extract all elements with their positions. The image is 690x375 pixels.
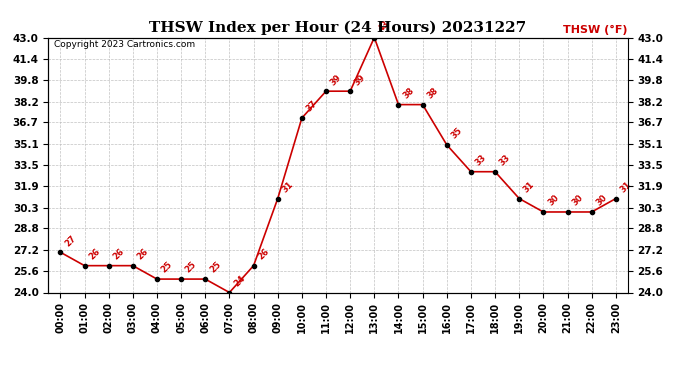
Text: 26: 26 <box>136 247 150 261</box>
Text: 35: 35 <box>450 126 464 141</box>
Title: THSW Index per Hour (24 Hours) 20231227: THSW Index per Hour (24 Hours) 20231227 <box>150 21 526 35</box>
Text: 31: 31 <box>619 180 633 194</box>
Text: 25: 25 <box>184 260 199 275</box>
Text: 37: 37 <box>305 99 319 114</box>
Text: 26: 26 <box>88 247 102 261</box>
Text: 30: 30 <box>546 193 561 208</box>
Text: 30: 30 <box>571 193 585 208</box>
Text: 24: 24 <box>233 274 247 288</box>
Text: 38: 38 <box>426 86 440 100</box>
Text: 43: 43 <box>377 19 392 33</box>
Text: 39: 39 <box>329 72 344 87</box>
Text: 30: 30 <box>595 193 609 208</box>
Text: 39: 39 <box>353 72 368 87</box>
Text: 26: 26 <box>112 247 126 261</box>
Text: 27: 27 <box>63 234 78 248</box>
Text: Copyright 2023 Cartronics.com: Copyright 2023 Cartronics.com <box>54 40 195 49</box>
Text: 33: 33 <box>474 153 489 168</box>
Text: 25: 25 <box>160 260 175 275</box>
Text: 25: 25 <box>208 260 223 275</box>
Text: 33: 33 <box>498 153 513 168</box>
Text: 26: 26 <box>257 247 271 261</box>
Text: 31: 31 <box>522 180 537 194</box>
Text: 38: 38 <box>402 86 416 100</box>
Text: THSW (°F): THSW (°F) <box>564 25 628 35</box>
Text: 31: 31 <box>281 180 295 194</box>
